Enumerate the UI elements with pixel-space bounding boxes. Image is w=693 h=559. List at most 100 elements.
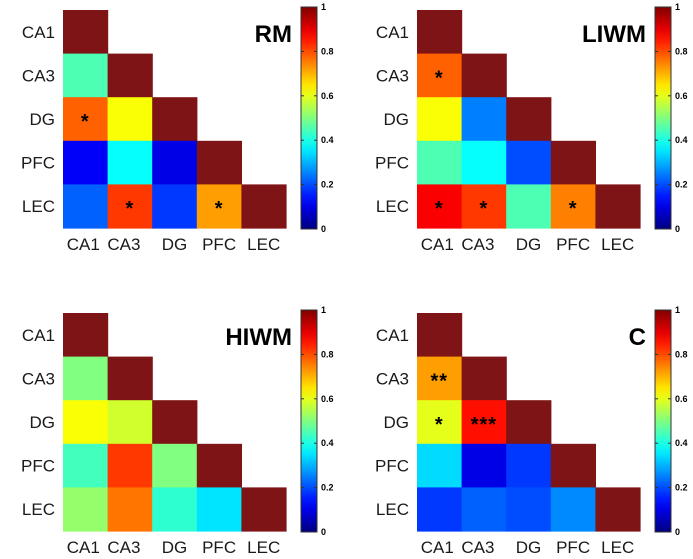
colorbar-tick-label: 0 [675,527,680,537]
heatmap-cell [506,443,552,488]
x-tick-label: DG [162,538,188,557]
colorbar-tick-label: 0.2 [675,180,688,190]
heatmap-cell [550,184,596,229]
colorbar-tick-label: 0.6 [675,394,688,404]
heatmap-cell [107,140,153,185]
x-tick-label: PFC [556,235,590,254]
significance-marker: ** [431,370,449,392]
colorbar-tick-label: 0.4 [321,438,334,448]
y-tick-label: PFC [21,154,55,173]
heatmap-cell [152,443,198,488]
panel-title: RM [255,21,292,48]
heatmap-cell [107,356,153,401]
heatmap-cell [550,487,596,532]
heatmap-cell [506,487,552,532]
y-tick-label: CA3 [22,369,55,388]
significance-marker: * [215,198,224,220]
y-tick-label: CA1 [376,23,409,42]
y-tick-label: LEC [376,500,409,519]
colorbar-tick-label: 0.2 [321,483,334,493]
heatmap-cell [107,400,153,445]
colorbar-tick-label: 0.2 [675,483,688,493]
x-tick-label: LEC [601,235,634,254]
y-tick-label: CA1 [22,326,55,345]
colorbar-tick-label: 0.8 [321,46,334,56]
heatmap-cell [461,400,507,445]
x-tick-label: CA1 [67,235,100,254]
x-tick-label: CA3 [107,538,140,557]
significance-marker: * [569,198,578,220]
y-tick-label: PFC [21,457,55,476]
heatmap-cell [461,140,507,185]
heatmap-panel-hiwm: CA1 CA3 DG PFC LEC CA1 CA3 DG PFC LEC HIWM 0 0.2 0.4 0… [21,305,334,557]
colorbar-tick-label: 1 [321,305,326,315]
heatmap-cell [417,140,463,185]
colorbar-tick-label: 0 [675,224,680,234]
y-tick-label: PFC [375,154,409,173]
y-tick-label: DG [384,110,410,129]
panel-title: C [629,324,646,351]
y-tick-label: PFC [375,457,409,476]
heatmap-cell [152,400,198,445]
heatmap-cell [152,140,198,185]
colorbar-tick-label: 0.8 [675,349,688,359]
x-tick-label: PFC [202,235,236,254]
significance-marker: * [435,414,444,436]
y-tick-label: LEC [22,500,55,519]
x-tick-label: DG [516,538,542,557]
heatmap-cell [417,400,463,445]
colorbar [300,309,318,533]
heatmap-cell [63,10,109,55]
heatmap-cell [461,184,507,229]
y-tick-label: DG [30,413,56,432]
heatmap-cell [63,356,109,401]
colorbar-tick-label: 0.6 [321,91,334,101]
heatmap-cell [417,97,463,142]
x-tick-label: CA3 [107,235,140,254]
heatmap-cell [196,487,242,532]
x-tick-label: DG [516,235,542,254]
colorbar-tick-label: 0.6 [675,91,688,101]
y-tick-label: DG [30,110,56,129]
y-tick-label: DG [384,413,410,432]
colorbar-tick-label: 1 [675,2,680,12]
significance-marker: * [435,198,444,220]
panel-title: LIWM [582,21,646,48]
heatmap-cell [63,400,109,445]
colorbar-tick-label: 1 [321,2,326,12]
heatmap-cell [417,10,463,55]
heatmap-cell [63,487,109,532]
colorbar-tick-label: 0.4 [321,135,334,145]
y-tick-label: CA3 [22,66,55,85]
y-tick-label: CA3 [376,369,409,388]
heatmap-cell [506,97,552,142]
heatmap-cell [461,443,507,488]
panel-title: HIWM [225,324,292,351]
heatmap-cell [152,487,198,532]
heatmap-cell [107,487,153,532]
heatmap-cell [417,313,463,358]
heatmap-cell [417,356,463,401]
heatmap-cell [196,184,242,229]
heatmap-panel-rm: * * * CA1 CA3 DG PFC LEC CA1 CA3 DG PFC LEC RM 0 0.2 0.4… [21,2,334,254]
heatmap-cell [595,487,641,532]
y-tick-label: CA1 [22,23,55,42]
heatmap-cell [63,313,109,358]
significance-marker: * [435,67,444,89]
heatmap-cell [506,140,552,185]
colorbar-tick-label: 0.8 [675,46,688,56]
x-tick-label: CA1 [421,538,454,557]
colorbar-tick-label: 0.4 [675,438,688,448]
heatmap-cell [107,184,153,229]
heatmap-cell [461,356,507,401]
colorbar [300,6,318,230]
colorbar-tick-label: 1 [675,305,680,315]
x-tick-label: PFC [556,538,590,557]
heatmap-cell [63,184,109,229]
colorbar [654,6,672,230]
heatmap-cell [417,443,463,488]
x-tick-label: LEC [247,538,280,557]
heatmap-cell [506,184,552,229]
x-tick-label: LEC [601,538,634,557]
